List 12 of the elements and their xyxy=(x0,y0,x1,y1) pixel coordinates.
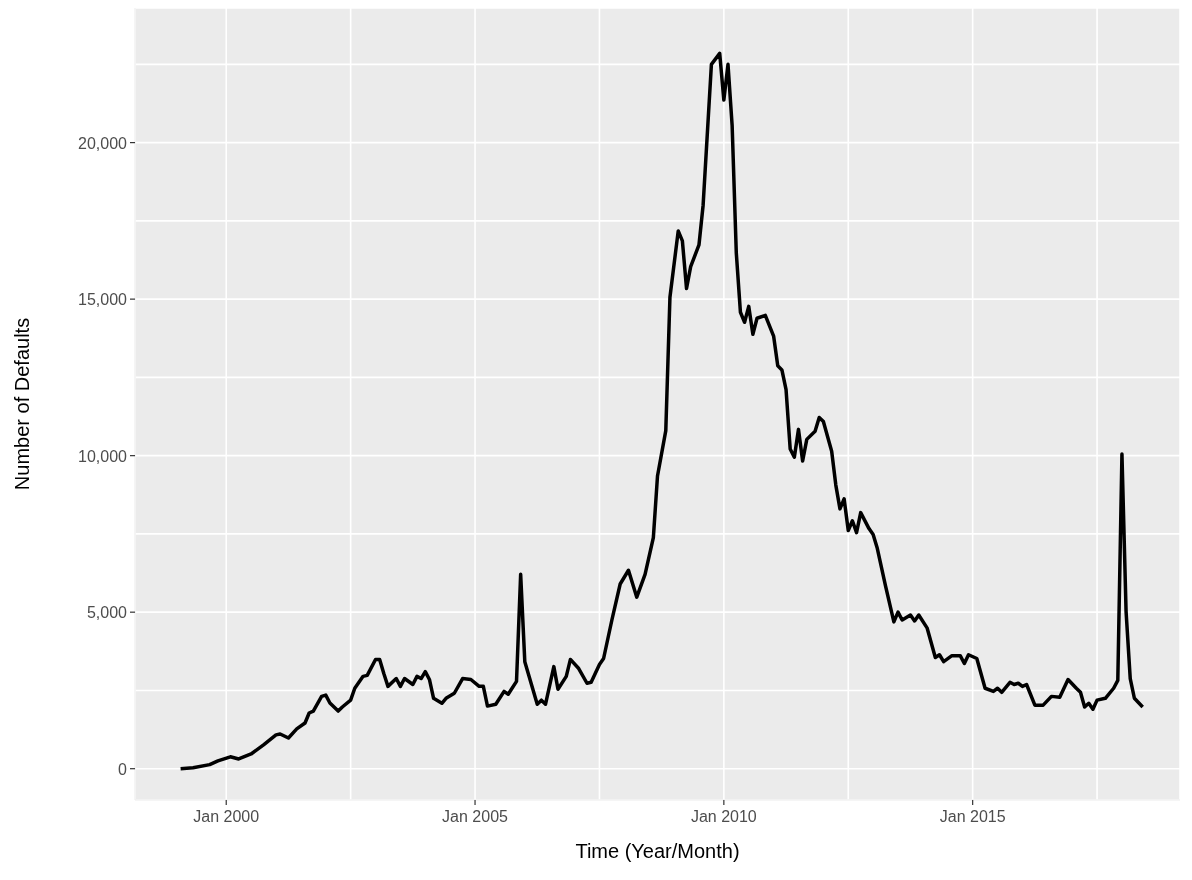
y-tick-label: 20,000 xyxy=(78,134,128,152)
y-tick-label: 10,000 xyxy=(78,447,128,465)
x-tick-label: Jan 2015 xyxy=(939,808,1006,825)
x-tick-label: Jan 2005 xyxy=(442,808,509,825)
line-series xyxy=(178,51,1145,771)
y-tick-label: 0 xyxy=(118,760,128,778)
y-axis-title: Number of Defaults xyxy=(11,317,34,491)
x-tick-label: Jan 2010 xyxy=(690,808,757,825)
y-tick-label: 5,000 xyxy=(86,604,128,622)
x-tick-label: Jan 2000 xyxy=(193,808,260,825)
y-tick-label: 15,000 xyxy=(78,291,128,309)
x-axis-title: Time (Year/Month) xyxy=(575,840,740,862)
